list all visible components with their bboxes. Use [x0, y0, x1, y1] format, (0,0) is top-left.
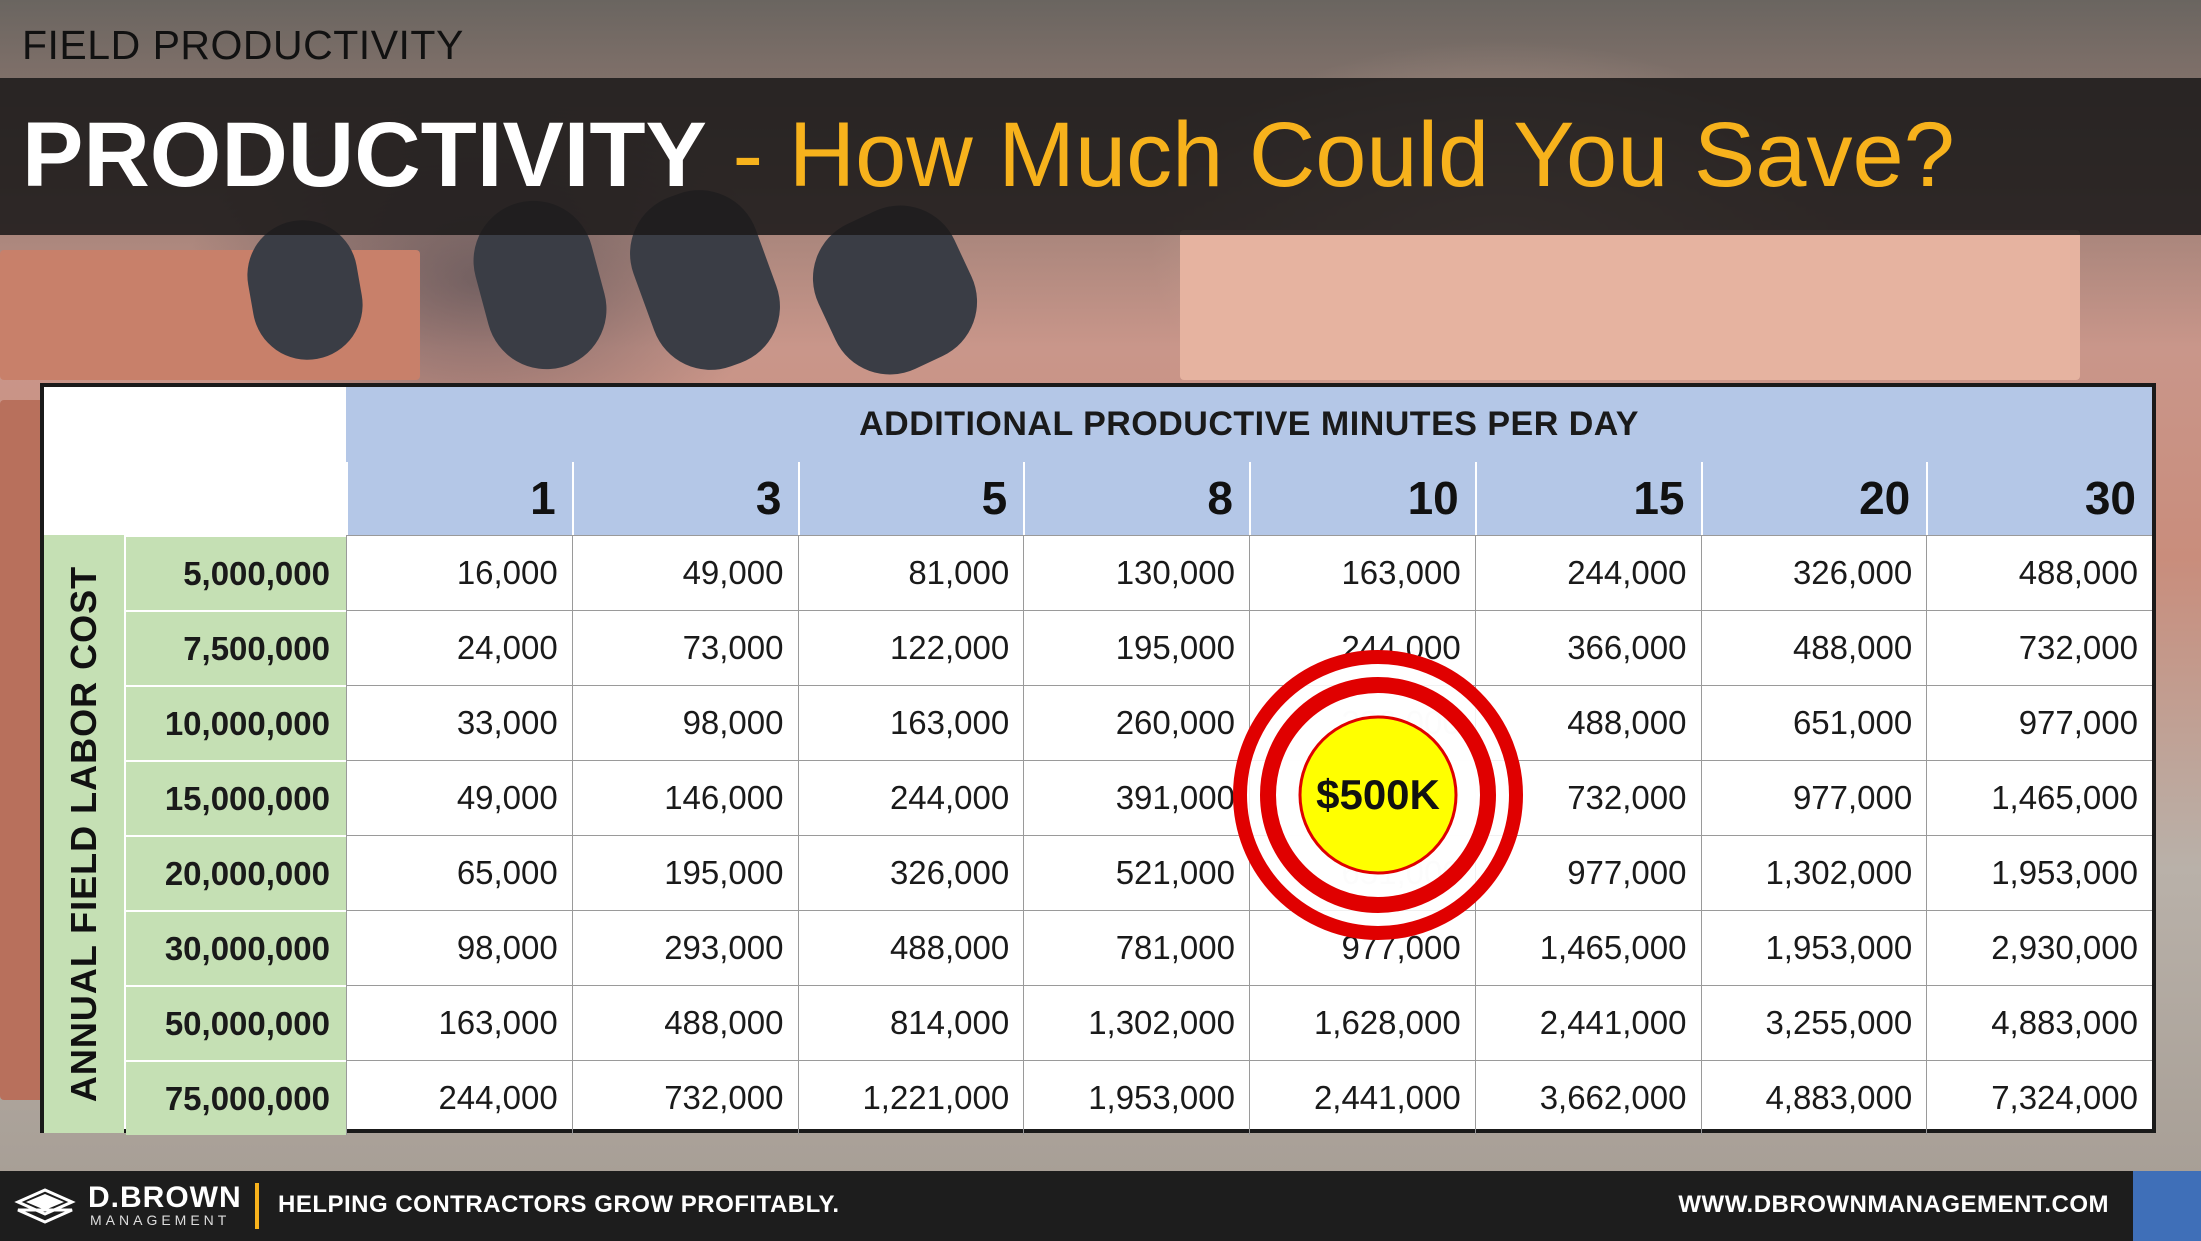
table-cell: 65,000: [346, 835, 572, 910]
table-cell: 49,000: [346, 760, 572, 835]
table-cell: 1,953,000: [1023, 1060, 1249, 1135]
row-header: 20,000,000: [126, 835, 346, 910]
table-cell: 732,000: [1474, 760, 1701, 835]
table-cell: 3,662,000: [1474, 1060, 1701, 1135]
table-corner: [44, 387, 346, 535]
section-label: FIELD PRODUCTIVITY: [22, 22, 464, 68]
row-header: 75,000,000: [126, 1060, 346, 1135]
footer-bar: [0, 1171, 2201, 1241]
brand-subtitle: MANAGEMENT: [90, 1212, 231, 1228]
table-cell: 73,000: [571, 610, 798, 685]
table-cell: 732,000: [1926, 610, 2152, 685]
column-header: 8: [1023, 462, 1249, 535]
table-cell: 163,000: [797, 685, 1024, 760]
table-cell: 781,000: [1023, 910, 1249, 985]
table-cell: 814,000: [797, 985, 1024, 1060]
column-header: 30: [1926, 462, 2152, 535]
table-cell: 1,465,000: [1474, 910, 1701, 985]
table-cell: 4,883,000: [1926, 985, 2152, 1060]
logo-icon: [14, 1188, 76, 1224]
table-cell: 977,000: [1700, 760, 1927, 835]
table-cell: 3,255,000: [1700, 985, 1927, 1060]
table-cell: 293,000: [571, 910, 798, 985]
table-cell: 326,000: [797, 835, 1024, 910]
column-header: 10: [1249, 462, 1475, 535]
savings-highlight-label: $500K: [1316, 771, 1440, 818]
table-cell: 1,302,000: [1700, 835, 1927, 910]
table-cell: 732,000: [571, 1060, 798, 1135]
column-group-header: ADDITIONAL PRODUCTIVE MINUTES PER DAY: [346, 387, 2152, 462]
row-group-header: ANNUAL FIELD LABOR COST: [44, 535, 124, 1133]
table-cell: 244,000: [1474, 535, 1701, 610]
table-cell: 163,000: [1249, 535, 1475, 610]
table-cell: 81,000: [797, 535, 1024, 610]
table-cell: 1,465,000: [1926, 760, 2152, 835]
row-header: 7,500,000: [126, 610, 346, 685]
table-cell: 146,000: [571, 760, 798, 835]
table-cell: 244,000: [346, 1060, 572, 1135]
brick-shape: [1180, 230, 2080, 380]
table-cell: 260,000: [1023, 685, 1249, 760]
table-cell: 1,953,000: [1926, 835, 2152, 910]
brand-name: D.BROWN: [88, 1181, 242, 1214]
table-cell: 326,000: [1700, 535, 1927, 610]
footer-divider: [255, 1183, 259, 1229]
table-cell: 7,324,000: [1926, 1060, 2152, 1135]
table-cell: 98,000: [571, 685, 798, 760]
table-cell: 122,000: [797, 610, 1024, 685]
row-header: 5,000,000: [126, 535, 346, 610]
table-cell: 391,000: [1023, 760, 1249, 835]
table-cell: 977,000: [1926, 685, 2152, 760]
table-cell: 488,000: [1474, 685, 1701, 760]
savings-table: ADDITIONAL PRODUCTIVE MINUTES PER DAY AN…: [40, 383, 2156, 1135]
table-cell: 366,000: [1474, 610, 1701, 685]
table-cell: 1,628,000: [1249, 985, 1475, 1060]
table-cell: 195,000: [1023, 610, 1249, 685]
table-cell: 977,000: [1474, 835, 1701, 910]
table-cell: 488,000: [1700, 610, 1927, 685]
table-cell: 1,953,000: [1700, 910, 1927, 985]
row-group-label: ANNUAL FIELD LABOR COST: [63, 565, 104, 1103]
table-cell: 163,000: [346, 985, 572, 1060]
table-cell: 130,000: [1023, 535, 1249, 610]
row-header: 50,000,000: [126, 985, 346, 1060]
table-cell: 1,302,000: [1023, 985, 1249, 1060]
table-cell: 2,930,000: [1926, 910, 2152, 985]
column-header: 15: [1474, 462, 1701, 535]
table-cell: 195,000: [571, 835, 798, 910]
table-cell: 651,000: [1700, 685, 1927, 760]
table-cell: 488,000: [1926, 535, 2152, 610]
website-link[interactable]: WWW.DBROWNMANAGEMENT.COM: [1678, 1191, 2109, 1218]
table-cell: 4,883,000: [1700, 1060, 1927, 1135]
table-cell: 1,221,000: [797, 1060, 1024, 1135]
table-cell: 521,000: [1023, 835, 1249, 910]
table-cell: 2,441,000: [1249, 1060, 1475, 1135]
column-header: 20: [1700, 462, 1927, 535]
page-title: PRODUCTIVITY - How Much Could You Save?: [22, 105, 1955, 205]
table-cell: 488,000: [797, 910, 1024, 985]
tagline: HELPING CONTRACTORS GROW PROFITABLY.: [278, 1191, 840, 1218]
table-cell: 2,441,000: [1474, 985, 1701, 1060]
column-header: 5: [797, 462, 1024, 535]
title-subtitle: - How Much Could You Save?: [706, 104, 1955, 206]
bullseye-target-icon: [1233, 650, 1523, 940]
row-header: 10,000,000: [126, 685, 346, 760]
table-cell: 16,000: [346, 535, 572, 610]
table-cell: 98,000: [346, 910, 572, 985]
table-cell: 244,000: [797, 760, 1024, 835]
title-bar: [0, 78, 2201, 235]
footer-accent: [2133, 1171, 2201, 1241]
column-header: 3: [571, 462, 798, 535]
row-header: 15,000,000: [126, 760, 346, 835]
table-cell: 49,000: [571, 535, 798, 610]
title-main: PRODUCTIVITY: [22, 104, 707, 206]
column-header: 1: [346, 462, 572, 535]
table-cell: 24,000: [346, 610, 572, 685]
row-header: 30,000,000: [126, 910, 346, 985]
table-cell: 488,000: [571, 985, 798, 1060]
table-cell: 33,000: [346, 685, 572, 760]
